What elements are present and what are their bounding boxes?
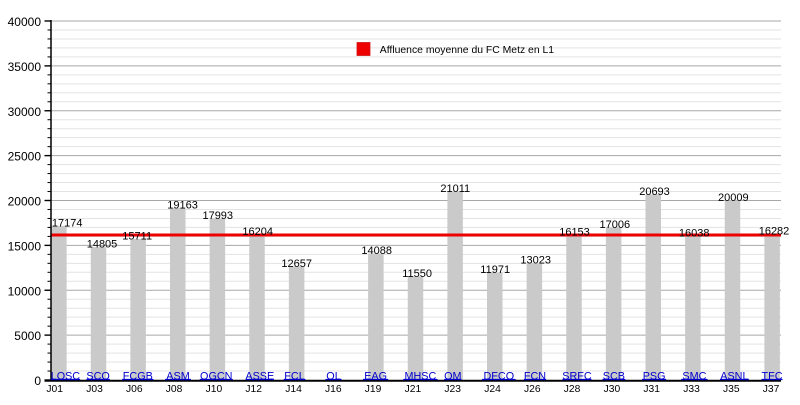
svg-text:10000: 10000 [8,284,42,298]
svg-text:SCO: SCO [86,371,109,383]
svg-text:J19: J19 [365,384,382,395]
svg-text:12657: 12657 [281,258,312,270]
svg-text:J33: J33 [683,384,700,395]
svg-text:J14: J14 [285,384,302,395]
svg-text:OM: OM [444,371,461,383]
svg-text:35000: 35000 [8,60,42,74]
svg-text:ASM: ASM [166,371,189,383]
svg-text:15711: 15711 [122,231,152,243]
svg-text:16153: 16153 [559,227,590,239]
svg-text:15000: 15000 [8,239,42,253]
svg-text:J12: J12 [245,384,262,395]
svg-text:13023: 13023 [520,255,551,267]
svg-text:17993: 17993 [202,210,233,222]
svg-text:Affluence moyenne du FC Metz e: Affluence moyenne du FC Metz en L1 [380,45,554,56]
svg-text:16204: 16204 [242,226,273,238]
svg-text:J30: J30 [604,384,621,395]
svg-text:DFCO: DFCO [484,371,515,383]
svg-text:J31: J31 [643,384,660,395]
svg-text:11550: 11550 [402,268,432,280]
svg-text:J10: J10 [206,384,223,395]
svg-text:PSG: PSG [643,371,666,383]
svg-text:17006: 17006 [600,219,631,231]
svg-text:16038: 16038 [679,228,710,240]
svg-text:J21: J21 [405,384,422,395]
svg-text:14088: 14088 [361,245,392,257]
svg-text:ASSE: ASSE [245,371,274,383]
svg-text:20000: 20000 [8,195,42,209]
svg-text:40000: 40000 [8,15,42,29]
svg-text:25000: 25000 [8,150,42,164]
svg-text:J24: J24 [484,384,501,395]
svg-text:30000: 30000 [8,105,42,119]
svg-text:LOSC: LOSC [51,371,81,383]
svg-text:20009: 20009 [718,192,749,204]
svg-text:FCN: FCN [524,371,546,383]
svg-text:17174: 17174 [52,217,83,229]
svg-text:J23: J23 [444,384,461,395]
svg-text:20693: 20693 [639,186,670,198]
svg-text:16282: 16282 [759,225,790,237]
svg-text:OL: OL [326,371,340,383]
svg-text:J01: J01 [46,384,63,395]
svg-text:J28: J28 [564,384,581,395]
svg-text:J08: J08 [166,384,183,395]
svg-text:SCB: SCB [603,371,625,383]
svg-text:EAG: EAG [364,371,387,383]
svg-text:21011: 21011 [440,183,470,195]
svg-text:MHSC: MHSC [405,371,437,383]
svg-text:0: 0 [34,374,41,388]
svg-text:ASNL: ASNL [720,371,748,383]
svg-text:SMC: SMC [682,371,706,383]
svg-text:J16: J16 [325,384,342,395]
svg-text:5000: 5000 [14,329,41,343]
svg-text:FCL: FCL [284,371,304,383]
svg-text:FCGB: FCGB [123,371,153,383]
svg-text:J26: J26 [524,384,541,395]
svg-text:J03: J03 [86,384,103,395]
svg-text:11971: 11971 [480,264,510,276]
svg-text:J35: J35 [723,384,740,395]
svg-text:19163: 19163 [167,200,198,212]
svg-text:J37: J37 [763,384,780,395]
svg-text:J06: J06 [126,384,143,395]
svg-text:SRFC: SRFC [562,371,592,383]
svg-text:14805: 14805 [87,239,118,251]
svg-text:TFC: TFC [762,371,783,383]
svg-text:OGCN: OGCN [200,371,232,383]
